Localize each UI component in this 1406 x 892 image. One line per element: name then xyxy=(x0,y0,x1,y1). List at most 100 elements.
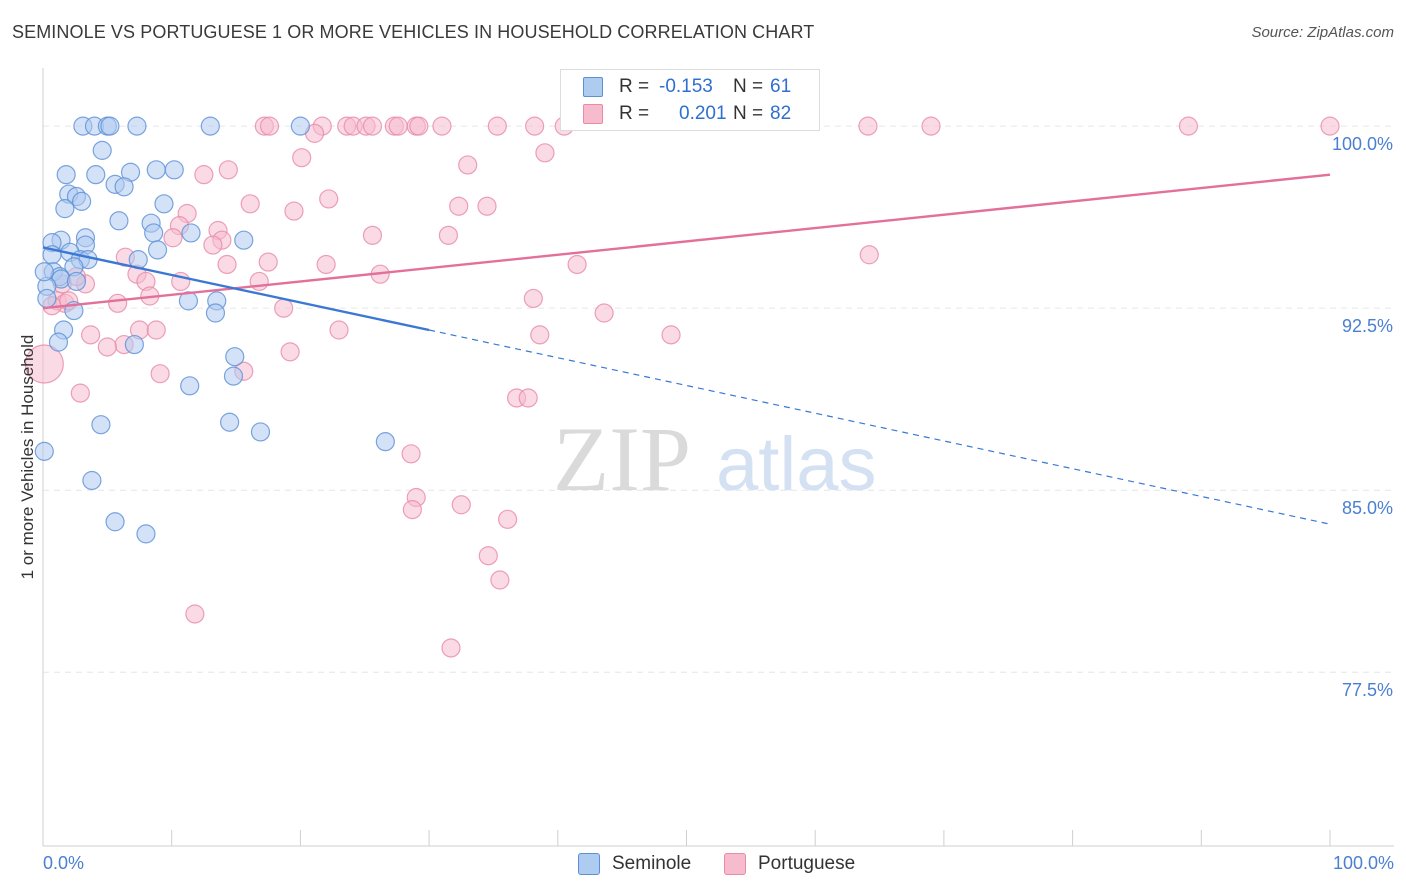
portuguese-point-21 xyxy=(292,148,312,168)
watermark-atlas: atlas xyxy=(716,422,877,507)
legend-n-label: N = xyxy=(733,76,764,97)
portuguese-point-33 xyxy=(163,228,183,248)
seminole-point-8 xyxy=(56,165,76,185)
portuguese-point-78 xyxy=(402,500,422,520)
seminole-point-4 xyxy=(127,116,147,136)
y-tick-label-3: 77.5% xyxy=(1342,680,1393,700)
portuguese-point-76 xyxy=(401,444,421,464)
seminole-point-9 xyxy=(86,165,106,185)
portuguese-point-75 xyxy=(518,388,538,408)
portuguese-point-53 xyxy=(523,288,543,309)
seminole-point-7 xyxy=(92,140,112,160)
portuguese-point-24 xyxy=(194,165,214,185)
seminole-point-52 xyxy=(91,415,111,435)
portuguese-point-80 xyxy=(498,509,518,529)
portuguese-point-48 xyxy=(249,271,269,292)
portuguese-swatch xyxy=(583,104,603,124)
portuguese-point-35 xyxy=(438,225,459,245)
portuguese-point-73 xyxy=(70,383,90,403)
seminole-legend-label: Seminole xyxy=(612,853,692,874)
portuguese-point-83 xyxy=(185,604,205,624)
seminole-point-51 xyxy=(180,376,200,396)
seminole-point-11 xyxy=(146,160,166,180)
portuguese-point-23 xyxy=(218,160,238,180)
seminole-point-14 xyxy=(114,177,134,197)
portuguese-points xyxy=(24,116,1340,658)
portuguese-point-57 xyxy=(274,298,294,318)
chart-source: Source: ZipAtlas.com xyxy=(1251,24,1394,41)
seminole-point-60 xyxy=(34,262,54,282)
portuguese-legend-swatch xyxy=(724,853,746,875)
portuguese-point-41 xyxy=(217,254,237,275)
seminole-point-12 xyxy=(164,160,184,180)
portuguese-point-63 xyxy=(329,320,349,340)
seminole-point-57 xyxy=(82,470,102,491)
seminole-point-28 xyxy=(234,230,254,250)
seminole-point-23 xyxy=(181,223,201,243)
trend-lines xyxy=(42,173,1331,525)
portuguese-legend-label: Portuguese xyxy=(758,853,856,874)
portuguese-point-58 xyxy=(594,303,614,323)
seminole-n-value: 61 xyxy=(770,76,792,97)
legend-r-label: R = xyxy=(619,103,650,124)
portuguese-point-10 xyxy=(409,116,429,136)
seminole-point-59 xyxy=(136,524,156,544)
y-tick-label-2: 85.0% xyxy=(1342,498,1393,518)
portuguese-point-64 xyxy=(81,325,101,345)
portuguese-point-79 xyxy=(451,495,471,515)
portuguese-point-40 xyxy=(316,254,336,275)
seminole-point-49 xyxy=(225,347,245,367)
portuguese-point-18 xyxy=(1320,116,1340,136)
seminole-swatch xyxy=(583,77,603,97)
portuguese-point-6 xyxy=(362,116,383,136)
portuguese-point-66 xyxy=(661,325,681,345)
legend-r-label: R = xyxy=(619,76,650,97)
watermark-zip: ZIP xyxy=(553,408,691,510)
x-tick-label-max: 100.0% xyxy=(1333,853,1394,873)
portuguese-point-39 xyxy=(258,252,278,272)
portuguese-point-17 xyxy=(1178,116,1199,136)
portuguese-point-37 xyxy=(203,235,223,255)
portuguese-point-8 xyxy=(388,116,408,136)
y-tick-label-1: 92.5% xyxy=(1342,316,1393,336)
portuguese-point-43 xyxy=(859,245,879,265)
seminole-point-17 xyxy=(72,191,92,211)
portuguese-point-65 xyxy=(530,325,550,345)
portuguese-point-29 xyxy=(284,201,304,221)
portuguese-point-42 xyxy=(567,254,587,275)
portuguese-point-22 xyxy=(458,155,478,175)
portuguese-n-value: 82 xyxy=(770,103,792,124)
portuguese-point-16 xyxy=(921,116,941,136)
y-tick-labels: 100.0% 92.5% 85.0% 77.5% xyxy=(1332,134,1393,700)
portuguese-trend-line xyxy=(42,173,1331,310)
stats-legend: R = -0.153 N = 61 R = 0.201 N = 82 xyxy=(560,69,820,131)
portuguese-point-81 xyxy=(478,546,498,566)
legend-n-label: N = xyxy=(733,103,764,124)
portuguese-point-13 xyxy=(525,116,545,136)
portuguese-point-20 xyxy=(535,143,555,163)
seminole-point-18 xyxy=(154,194,174,214)
seminole-point-3 xyxy=(100,116,120,136)
portuguese-point-82 xyxy=(490,570,510,590)
seminole-point-20 xyxy=(109,211,129,231)
portuguese-point-28 xyxy=(477,196,497,216)
chart-title: SEMINOLE VS PORTUGUESE 1 OR MORE VEHICLE… xyxy=(12,22,815,42)
seminole-point-6 xyxy=(290,116,310,136)
seminole-point-43 xyxy=(37,288,57,309)
y-tick-label-0: 100.0% xyxy=(1332,134,1393,154)
seminole-point-54 xyxy=(250,422,271,442)
portuguese-point-25 xyxy=(319,189,339,209)
portuguese-point-26 xyxy=(240,194,260,214)
seminole-point-56 xyxy=(34,441,54,461)
portuguese-point-62 xyxy=(146,320,166,340)
seminole-point-22 xyxy=(144,223,164,243)
x-ticks xyxy=(171,830,1331,846)
seminole-point-39 xyxy=(66,271,87,292)
seminole-point-48 xyxy=(124,334,144,355)
portuguese-point-84 xyxy=(441,638,461,658)
seminole-point-35 xyxy=(147,240,168,260)
portuguese-point-27 xyxy=(449,196,469,216)
portuguese-point-72 xyxy=(24,344,64,384)
portuguese-point-15 xyxy=(858,116,878,136)
